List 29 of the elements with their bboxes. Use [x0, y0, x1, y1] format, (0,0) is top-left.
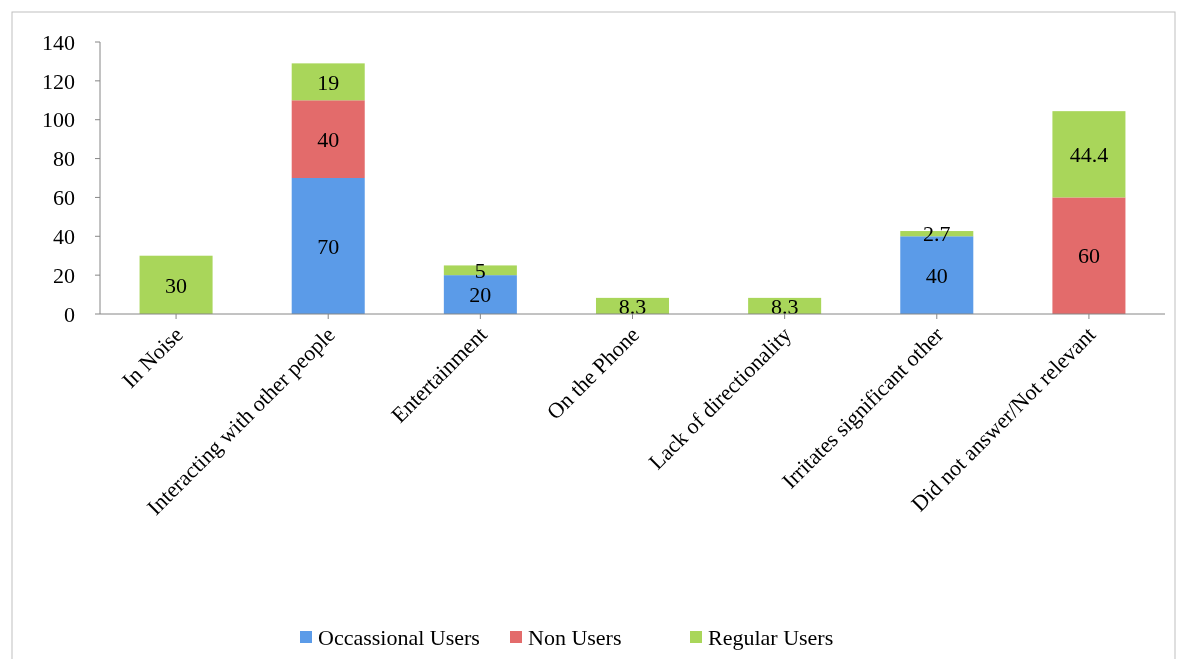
data-label: 8.3	[770, 293, 799, 319]
y-tick-label: 60	[53, 185, 75, 211]
bar	[291, 100, 365, 178]
legend-label: Non Users	[528, 624, 622, 650]
data-label: 8.3	[618, 293, 647, 319]
y-tick-label: 80	[53, 146, 75, 172]
data-label: 70	[317, 233, 340, 259]
bar	[291, 63, 365, 101]
data-label: 40	[925, 262, 948, 288]
bar	[443, 265, 517, 276]
bar	[1052, 111, 1126, 198]
data-label: 20	[469, 282, 492, 308]
y-tick-label: 40	[53, 223, 75, 249]
data-label: 40	[317, 126, 340, 152]
data-label: 19	[317, 69, 340, 95]
y-tick-label: 140	[42, 29, 75, 55]
y-tick-label: 20	[53, 262, 75, 288]
y-tick-label: 0	[64, 301, 75, 327]
legend-label: Occassional Users	[318, 624, 480, 650]
y-tick-label: 100	[42, 107, 75, 133]
bar	[1052, 197, 1126, 314]
bar	[291, 178, 365, 314]
data-label: 30	[165, 272, 188, 298]
data-label: 60	[1077, 243, 1100, 269]
data-label: 2.7	[923, 221, 951, 247]
legend-label: Regular Users	[708, 624, 834, 650]
data-label: 44.4	[1069, 142, 1109, 167]
bar	[139, 255, 213, 314]
y-tick-label: 120	[42, 68, 75, 94]
